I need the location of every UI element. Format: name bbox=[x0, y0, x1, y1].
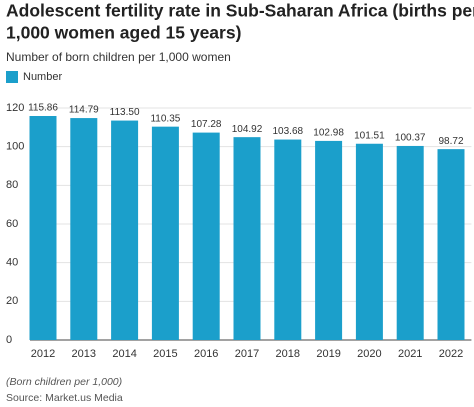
x-tick-label: 2016 bbox=[194, 348, 218, 360]
y-tick-label: 0 bbox=[6, 334, 12, 346]
y-tick-label: 40 bbox=[6, 257, 18, 269]
x-tick-label: 2017 bbox=[235, 348, 259, 360]
value-label: 110.35 bbox=[150, 113, 180, 124]
legend-swatch bbox=[6, 71, 18, 83]
bar bbox=[192, 132, 220, 340]
value-label: 101.51 bbox=[354, 130, 385, 141]
y-tick-label: 20 bbox=[6, 295, 18, 307]
note: (Born children per 1,000) bbox=[6, 376, 122, 388]
y-tick-label: 60 bbox=[6, 218, 18, 230]
bar bbox=[233, 137, 261, 340]
value-label: 107.28 bbox=[191, 119, 222, 130]
y-tick-label: 80 bbox=[6, 179, 18, 191]
chart-title: 1,000 women aged 15 years) bbox=[6, 23, 241, 43]
value-label: 98.72 bbox=[438, 136, 463, 147]
value-label: 103.68 bbox=[273, 126, 304, 137]
bar bbox=[355, 143, 383, 340]
y-tick-label: 120 bbox=[6, 102, 24, 114]
x-tick-label: 2018 bbox=[276, 348, 300, 360]
bar bbox=[274, 139, 302, 340]
bar bbox=[437, 149, 465, 340]
x-tick-label: 2019 bbox=[316, 348, 340, 360]
legend-label: Number bbox=[23, 71, 62, 83]
x-tick-label: 2014 bbox=[112, 348, 136, 360]
x-tick-label: 2022 bbox=[439, 348, 463, 360]
value-label: 114.79 bbox=[69, 105, 99, 116]
x-tick-label: 2013 bbox=[72, 348, 96, 360]
value-label: 113.50 bbox=[110, 107, 140, 118]
chart-subtitle: Number of born children per 1,000 women bbox=[6, 50, 231, 64]
value-label: 115.86 bbox=[28, 103, 58, 114]
source: Source: Market.us Media bbox=[6, 392, 123, 404]
value-label: 104.92 bbox=[232, 124, 263, 135]
x-tick-label: 2021 bbox=[398, 348, 422, 360]
bar bbox=[315, 140, 343, 340]
value-label: 102.98 bbox=[313, 128, 344, 139]
y-tick-label: 100 bbox=[6, 141, 24, 153]
bar bbox=[29, 116, 57, 340]
x-tick-label: 2015 bbox=[153, 348, 177, 360]
bar bbox=[396, 145, 424, 340]
x-tick-label: 2012 bbox=[31, 348, 55, 360]
bar bbox=[111, 120, 139, 340]
bar bbox=[70, 118, 98, 341]
value-label: 100.37 bbox=[395, 133, 426, 144]
x-tick-label: 2020 bbox=[357, 348, 381, 360]
bar bbox=[151, 126, 179, 340]
chart-title: Adolescent fertility rate in Sub-Saharan… bbox=[6, 1, 474, 21]
